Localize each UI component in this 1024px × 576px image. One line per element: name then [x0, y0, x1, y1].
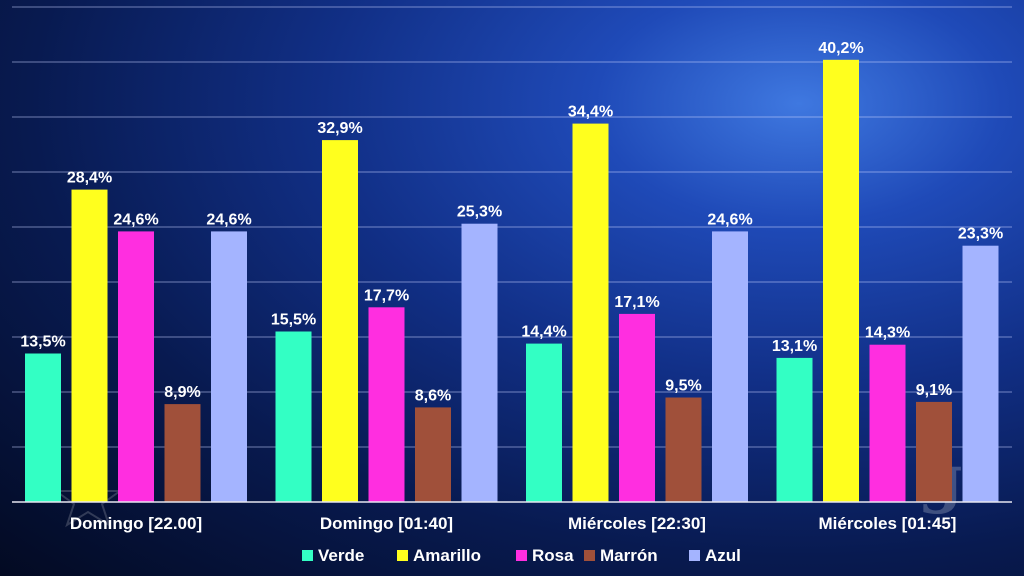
data-label: 32,9%: [317, 120, 362, 137]
bar-azul: [461, 223, 498, 502]
data-label: 25,3%: [457, 204, 502, 221]
data-label: 13,5%: [20, 334, 65, 351]
data-label: 17,7%: [364, 287, 409, 304]
bar-rosa: [869, 344, 906, 502]
bar-verde: [25, 353, 61, 502]
data-label: 8,9%: [164, 384, 200, 401]
bar-marron: [916, 401, 952, 502]
data-label: 9,1%: [916, 382, 952, 399]
legend-label-verde: Verde: [318, 546, 364, 565]
bar-rosa: [619, 313, 655, 502]
legend-swatch-marron: [584, 550, 595, 561]
category-label: Domingo [01:40]: [320, 514, 453, 533]
bar-azul: [211, 231, 247, 502]
data-label: 15,5%: [271, 312, 316, 329]
data-label: 14,3%: [865, 325, 910, 342]
legend-label-azul: Azul: [705, 546, 741, 565]
bar-amarillo: [322, 140, 358, 502]
data-label: 9,5%: [665, 378, 701, 395]
data-label: 17,1%: [614, 294, 659, 311]
bar-rosa: [368, 307, 405, 502]
legend-swatch-rosa: [516, 550, 527, 561]
category-label: Miércoles [22:30]: [568, 514, 706, 533]
category-label: Miércoles [01:45]: [819, 514, 957, 533]
bar-azul: [712, 231, 748, 502]
category-label: Domingo [22.00]: [70, 514, 202, 533]
data-label: 23,3%: [958, 226, 1003, 243]
data-label: 13,1%: [772, 338, 817, 355]
data-label: 14,4%: [521, 324, 566, 341]
legend-swatch-verde: [302, 550, 313, 561]
bar-rosa: [118, 231, 154, 502]
data-label: 8,6%: [415, 387, 451, 404]
bar-marron: [415, 407, 451, 502]
legend-label-amarillo: Amarillo: [413, 546, 481, 565]
bar-amarillo: [572, 123, 609, 502]
bar-marron: [164, 404, 201, 502]
gridlines: [12, 6, 1012, 448]
star-watermark-icon: [52, 467, 124, 528]
bar-marron: [665, 397, 702, 502]
bar-azul: [962, 245, 999, 502]
data-label: 24,6%: [707, 211, 752, 228]
bar-amarillo: [71, 189, 108, 502]
legend-label-marron: Marrón: [600, 546, 658, 565]
bar-verde: [776, 357, 813, 502]
bar-verde: [526, 343, 562, 502]
category-labels: Domingo [22.00] Domingo [01:40] Miércoles …: [70, 514, 957, 533]
data-label: 34,4%: [568, 104, 613, 121]
legend-swatch-amarillo: [397, 550, 408, 561]
legend: Verde Amarillo Rosa Marrón Azul: [302, 546, 741, 565]
bar-labels: 13,5% 28,4% 24,6% 8,9% 24,6% 15,5% 32,9% 17,7% 8…: [20, 40, 1003, 405]
data-label: 40,2%: [818, 40, 863, 57]
data-label: 24,6%: [113, 211, 158, 228]
legend-swatch-azul: [689, 550, 700, 561]
bar-amarillo: [823, 59, 859, 503]
bars: [25, 59, 999, 503]
data-label: 28,4%: [67, 170, 112, 187]
data-label: 24,6%: [206, 211, 251, 228]
legend-label-rosa: Rosa: [532, 546, 574, 565]
bar-verde: [275, 331, 312, 502]
